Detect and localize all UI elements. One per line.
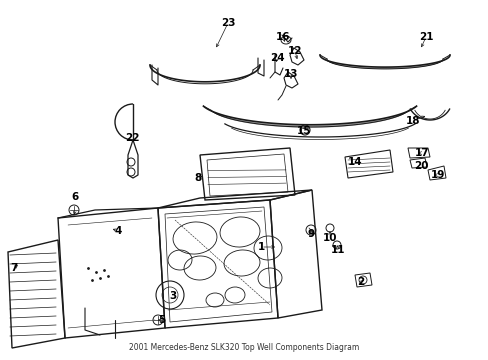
Text: 9: 9 bbox=[307, 229, 314, 239]
Text: 15: 15 bbox=[296, 126, 311, 136]
Text: 2: 2 bbox=[357, 277, 364, 287]
Text: 20: 20 bbox=[413, 161, 427, 171]
Text: 22: 22 bbox=[124, 133, 139, 143]
Text: 2001 Mercedes-Benz SLK320 Top Well Components Diagram: 2001 Mercedes-Benz SLK320 Top Well Compo… bbox=[129, 343, 359, 352]
Text: 23: 23 bbox=[220, 18, 235, 28]
Text: 16: 16 bbox=[275, 32, 290, 42]
Text: 11: 11 bbox=[330, 245, 345, 255]
Text: 19: 19 bbox=[430, 170, 444, 180]
Text: 7: 7 bbox=[10, 263, 18, 273]
Text: 10: 10 bbox=[322, 233, 337, 243]
Text: 21: 21 bbox=[418, 32, 432, 42]
Text: 14: 14 bbox=[347, 157, 362, 167]
Text: 18: 18 bbox=[405, 116, 419, 126]
Text: 5: 5 bbox=[158, 315, 165, 325]
Text: 6: 6 bbox=[71, 192, 79, 202]
Text: 3: 3 bbox=[169, 291, 176, 301]
Text: 8: 8 bbox=[194, 173, 201, 183]
Text: 1: 1 bbox=[257, 242, 264, 252]
Text: 4: 4 bbox=[114, 226, 122, 236]
Text: 24: 24 bbox=[269, 53, 284, 63]
Text: 12: 12 bbox=[287, 46, 302, 56]
Text: 17: 17 bbox=[414, 148, 428, 158]
Text: 13: 13 bbox=[283, 69, 298, 79]
